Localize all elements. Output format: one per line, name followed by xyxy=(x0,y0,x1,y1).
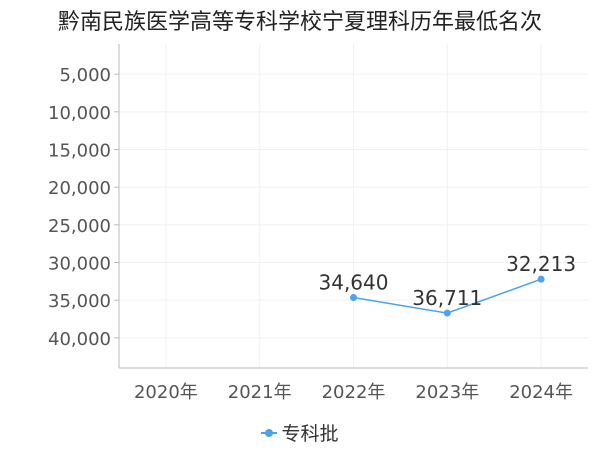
legend-label: 专科批 xyxy=(281,423,339,445)
y-tick-label: 20,000 xyxy=(48,178,111,199)
data-labels: 34,640 36,711 32,213 xyxy=(319,252,577,310)
data-point[interactable] xyxy=(443,309,451,317)
grid xyxy=(119,44,588,368)
data-label: 36,711 xyxy=(412,286,482,310)
x-tick-label: 2020年 xyxy=(134,382,198,403)
legend: 专科批 xyxy=(0,419,600,446)
y-tick-label: 15,000 xyxy=(48,140,111,161)
axes xyxy=(114,44,588,369)
chart-title: 黔南民族医学高等专科学校宁夏理科历年最低名次 xyxy=(57,10,542,35)
y-tick-label: 30,000 xyxy=(48,254,111,275)
y-tick-label: 25,000 xyxy=(48,216,111,237)
tick-labels: 5,000 10,000 15,000 20,000 25,000 30,000 35,00… xyxy=(48,65,573,403)
x-tick-label: 2021年 xyxy=(228,382,292,403)
legend-item-zhuankepi[interactable]: 专科批 xyxy=(261,419,339,446)
x-tick-label: 2022年 xyxy=(322,382,386,403)
legend-marker-icon xyxy=(261,427,278,439)
data-label: 34,640 xyxy=(319,270,389,294)
data-point[interactable] xyxy=(537,275,545,283)
y-tick-label: 5,000 xyxy=(59,65,111,86)
series-line-layer xyxy=(350,275,545,317)
y-tick-label: 40,000 xyxy=(48,329,111,350)
x-tick-label: 2024年 xyxy=(509,382,573,403)
y-tick-label: 35,000 xyxy=(48,291,111,312)
y-tick-label: 10,000 xyxy=(48,103,111,124)
data-label: 32,213 xyxy=(506,252,576,276)
x-tick-label: 2023年 xyxy=(415,382,479,403)
data-point[interactable] xyxy=(350,293,357,301)
